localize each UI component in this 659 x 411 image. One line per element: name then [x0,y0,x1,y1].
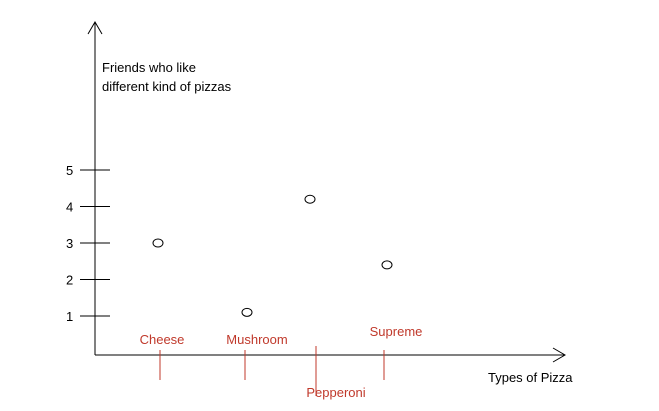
y-tick-label: 5 [66,163,73,178]
category-label: Pepperoni [306,385,365,400]
category-label: Cheese [140,332,185,347]
y-axis-arrow [87,21,103,35]
y-tick-label: 3 [66,236,73,251]
data-point [152,238,164,248]
category-markers: Cheese Mushroom Pepperoni Supreme [140,324,423,400]
y-ticks: 1 2 3 4 5 [66,163,110,324]
category-label: Supreme [370,324,423,339]
y-axis-label-line-1: Friends who like [102,60,196,75]
y-axis-label-line-2: different kind of pizzas [102,79,232,94]
category-label: Mushroom [226,332,287,347]
data-point [241,307,253,317]
data-points [152,194,393,317]
y-tick-label: 2 [66,273,73,288]
data-point [381,260,393,270]
x-axis-label: Types of Pizza [488,370,573,385]
x-axis-arrow [552,347,566,363]
y-tick-label: 1 [66,309,73,324]
data-point [304,194,316,204]
y-tick-label: 4 [66,200,73,215]
